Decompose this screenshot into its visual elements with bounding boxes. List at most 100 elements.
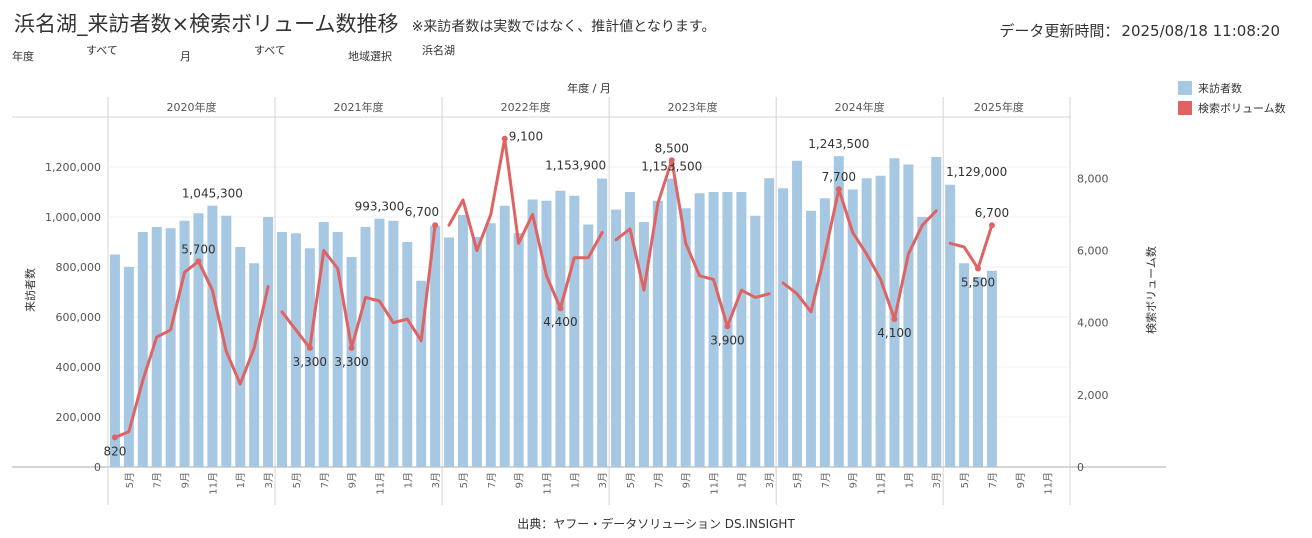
search-point-marker [501,135,508,142]
data-label: 8,500 [655,141,689,155]
visitor-bar [304,248,315,467]
data-label: 1,243,500 [808,137,869,151]
visitor-bar [151,227,162,467]
visitor-bar [625,192,635,467]
legend-label-visitors: 来訪者数 [1198,82,1242,95]
visitor-bar [137,232,148,467]
visitor-bar [986,270,997,467]
visitor-bar [388,220,399,467]
search-point-marker [835,186,842,193]
data-label: 3,900 [710,333,744,347]
legend-item-search[interactable]: 検索ボリューム数 [1178,98,1286,118]
left-axis-tick-label: 0 [94,461,101,474]
month-tick-label: 5月 [458,472,470,488]
visitor-bar [931,157,942,467]
visitor-bar [277,232,287,467]
left-axis-tick-label: 600,000 [56,311,102,324]
data-label: 5,500 [961,276,995,290]
visitor-bar [430,225,441,467]
search-point-marker [306,344,313,351]
month-tick-label: 3月 [764,472,776,488]
visitor-bar [165,228,176,467]
left-axis-tick-label: 200,000 [56,411,102,424]
visitor-bar [903,164,914,467]
legend-item-visitors[interactable]: 来訪者数 [1178,78,1286,98]
visitor-bar [652,200,663,467]
month-tick-label: 7月 [486,472,498,488]
visitor-bar [221,215,232,467]
visitor-bar [680,208,691,467]
month-tick-label: 7月 [152,472,164,488]
month-tick-label: 1月 [235,472,247,488]
right-axis-tick-label: 0 [1077,461,1084,474]
legend-label-search: 検索ボリューム数 [1198,102,1286,115]
data-label: 1,153,500 [641,160,702,174]
visitor-bar [471,237,482,467]
year-header: 2025年度 [974,100,1024,114]
data-label: 820 [104,444,127,458]
visitor-bar [249,263,260,467]
visitor-bar [959,263,970,467]
visitor-bar [123,267,134,467]
month-tick-label: 7月 [653,472,665,488]
search-point-marker [111,434,118,441]
data-label: 5,700 [181,242,215,256]
data-label: 1,129,000 [946,165,1007,179]
right-axis-tick-label: 2,000 [1077,389,1109,402]
visitor-bar [805,210,816,467]
data-label: 993,300 [355,200,405,214]
month-tick-label: 7月 [987,472,999,488]
visitor-bar [235,247,246,467]
visitor-bar [513,233,524,467]
data-label: 1,045,300 [182,187,243,201]
visitor-bar [819,198,830,467]
visitor-bar [917,217,928,467]
legend-swatch-search [1178,101,1192,115]
visitor-bar [360,227,371,467]
visitor-bar [444,237,455,467]
visitor-bar [889,158,900,467]
filter-region-dropdown[interactable]: 浜名湖 [422,44,455,57]
month-tick-label: 11月 [1043,472,1055,495]
visitor-bar [374,218,385,467]
search-volume-line [280,223,437,350]
month-tick-label: 3月 [263,472,275,488]
search-point-marker [975,265,981,272]
right-axis-tick-label: 6,000 [1077,245,1109,258]
year-header: 2021年度 [334,100,384,114]
month-tick-label: 3月 [430,472,442,488]
visitor-bar [764,178,775,467]
visitor-bar [792,160,803,467]
visitor-bar [875,175,886,467]
visitor-bar [207,205,218,468]
search-point-marker [195,258,202,265]
filter-month-dropdown[interactable]: すべて [254,44,286,57]
visitor-bar [263,217,274,467]
legend-swatch-visitors [1178,81,1192,95]
visitor-bar [722,192,733,467]
visitor-bar [193,213,204,467]
visitor-bar [778,188,789,467]
month-tick-label: 9月 [514,472,526,488]
visitor-bar [541,200,552,467]
search-volume-line [781,187,938,321]
search-point-marker [348,344,355,351]
data-label: 3,300 [293,355,327,369]
filter-year-dropdown[interactable]: すべて [86,44,118,57]
visitor-bar [569,195,580,467]
visitor-bar [973,277,983,467]
left-axis-tick-label: 1,000,000 [45,211,101,224]
visitor-bar [833,156,844,467]
visitor-bar [416,280,427,467]
month-tick-label: 5月 [792,472,804,488]
visitor-bar [457,215,468,467]
data-label: 6,700 [405,205,439,219]
month-tick-label: 11月 [374,472,386,495]
month-tick-label: 9月 [1015,472,1027,488]
visitor-bar [597,178,608,467]
visitor-bar [750,215,761,467]
month-tick-label: 11月 [207,472,219,495]
visitor-bar [179,220,190,467]
month-tick-label: 9月 [180,472,192,488]
month-tick-label: 7月 [319,472,331,488]
